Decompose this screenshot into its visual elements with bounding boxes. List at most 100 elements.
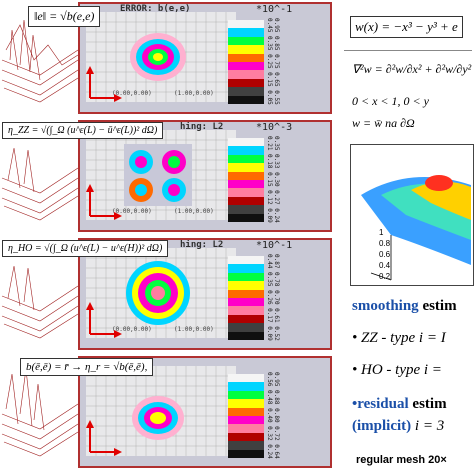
formula-2: η_ZZ = √(∫_Ω (u^ε(L) − ū^ε(L))² dΩ) [2, 122, 164, 139]
legend-swatch [228, 36, 264, 46]
legend-swatch [228, 331, 264, 340]
contour-plot-4 [86, 366, 236, 456]
legend-swatch [228, 196, 264, 206]
contour-plot-1 [86, 12, 236, 102]
equation-w: w(x) = −x³ − y³ + e [350, 16, 463, 38]
axes-arrows-1 [86, 66, 122, 102]
legend-ticks-4: 0.95 0.88 0.80 0.72 0.64 0.56 0.48 0.40 … [266, 372, 280, 459]
legend-swatch [228, 382, 264, 391]
separator-1 [344, 50, 472, 51]
legend-swatch [228, 87, 264, 96]
color-legend-3 [228, 256, 264, 340]
axes-arrows-2 [86, 184, 122, 220]
legend-swatch [228, 20, 264, 29]
legend-swatch [228, 28, 264, 37]
color-legend-2 [228, 138, 264, 222]
estimator-row-1: ERROR: b(e,e) *10^-1 (0.00,0.00) (1.00,0… [0, 0, 335, 116]
formula-3: η_HO = √(∫_Ω (u^ε(L) − u^ε(H))² dΩ) [2, 240, 169, 257]
axes-arrows-3 [86, 302, 122, 338]
legend-swatch [228, 314, 264, 324]
plot-header-3: hing: L2 [180, 240, 224, 250]
implicit-line: (implicit) i = 3 [352, 418, 444, 435]
legend-swatch [228, 281, 264, 290]
legend-swatch [228, 213, 264, 222]
contour-plot-2 [86, 130, 236, 220]
legend-swatch [228, 171, 264, 180]
scale-label-3: *10^-1 [256, 240, 293, 251]
contour-plot-3 [86, 248, 236, 338]
plot-header-2: hing: L2 [180, 122, 224, 132]
legend-swatch [228, 416, 264, 425]
residual-title: •residual [352, 396, 409, 412]
axes-arrows-4 [86, 420, 122, 456]
legend-swatch [228, 146, 264, 155]
surface-axis-ticks: 1 0.8 0.6 0.4 0.2 [379, 227, 390, 282]
residual-rest: estim [408, 396, 447, 412]
smoothing-rest: estim [418, 298, 457, 314]
error-surface-mesh-2 [1, 147, 79, 221]
footer-text: regular mesh 20× [356, 454, 447, 466]
implicit-rest: i = 3 [411, 418, 445, 434]
legend-swatch [228, 323, 264, 332]
contour-panel-3: hing: L2 *10^-1 (0.00,0.00) (1.00,0.00) … [78, 238, 332, 350]
legend-swatch [228, 163, 264, 172]
legend-swatch [228, 70, 264, 79]
equation-laplace: ∇²w = ∂²w/∂x² + ∂²w/∂y² [352, 62, 472, 76]
surface-tick: 0.2 [379, 272, 391, 281]
legend-swatch [228, 154, 264, 164]
scale-label-2: *10^-3 [256, 122, 293, 133]
legend-ticks-1: 0.95 0.85 0.75 0.65 0.55 0.45 0.35 0.25 … [266, 18, 280, 105]
zz-type-line: • ZZ - type i = I [352, 330, 446, 346]
surface-tick: 0.6 [379, 250, 391, 259]
ho-type-line: • HO - type i = [352, 362, 442, 378]
legend-ticks-3: 0.87 0.78 0.70 0.61 0.52 0.44 0.35 0.26 … [266, 254, 280, 341]
color-legend-1 [228, 20, 264, 104]
left-figure-panel: ERROR: b(e,e) *10^-1 (0.00,0.00) (1.00,0… [0, 0, 335, 470]
legend-swatch [228, 256, 264, 265]
scale-label-1: *10^-1 [256, 4, 293, 15]
surface-tick: 1 [379, 228, 384, 237]
origin-label-2: (0.00,0.00) [112, 208, 152, 215]
contour-panel-2: hing: L2 *10^-3 (0.00,0.00) (1.00,0.00) … [78, 120, 332, 232]
legend-swatch [228, 95, 264, 104]
legend-swatch [228, 62, 264, 71]
legend-swatch [228, 45, 264, 54]
legend-ticks-2: 0.35 0.33 0.30 0.27 0.24 0.21 0.18 0.15 … [266, 136, 280, 223]
error-surface-mesh-3 [1, 265, 79, 339]
origin-label-3: (0.00,0.00) [112, 326, 152, 333]
legend-swatch [228, 205, 264, 214]
color-legend-4 [228, 374, 264, 458]
equation-domain: 0 < x < 1, 0 < y [352, 94, 429, 108]
plot-header-1: ERROR: b(e,e) [120, 4, 191, 14]
legend-swatch [228, 53, 264, 62]
implicit-label: (implicit) [352, 418, 412, 434]
residual-heading: •residual estim [352, 396, 447, 413]
origin-label-right-2: (1.00,0.00) [174, 208, 214, 215]
origin-label-1: (0.00,0.00) [112, 90, 152, 97]
legend-swatch [228, 306, 264, 315]
estimator-row-3: hing: L2 *10^-1 (0.00,0.00) (1.00,0.00) … [0, 236, 335, 352]
legend-swatch [228, 272, 264, 282]
formula-4: b(ē,ē) = r̄ → η_r = √b(ē,ē), [20, 358, 154, 376]
legend-swatch [228, 374, 264, 383]
legend-swatch [228, 180, 264, 189]
origin-label-right-1: (1.00,0.00) [174, 90, 214, 97]
estimator-row-4: 0.95 0.88 0.80 0.72 0.64 0.56 0.48 0.40 … [0, 354, 335, 470]
legend-swatch [228, 298, 264, 307]
legend-swatch [228, 289, 264, 298]
formula-1: ‖e‖ = √b(e,e) [28, 6, 101, 27]
legend-swatch [228, 424, 264, 433]
contour-panel-4: 0.95 0.88 0.80 0.72 0.64 0.56 0.48 0.40 … [78, 356, 332, 468]
surface-plot: 1 0.8 0.6 0.4 0.2 [350, 144, 474, 286]
surface-tick: 0.4 [379, 261, 391, 270]
equation-boundary: w = w̄ na ∂Ω [352, 116, 415, 130]
estimator-row-2: hing: L2 *10^-3 (0.00,0.00) (1.00,0.00) … [0, 118, 335, 234]
legend-swatch [228, 138, 264, 147]
legend-swatch [228, 390, 264, 400]
smoothing-title: smoothing [352, 298, 419, 314]
legend-swatch [228, 188, 264, 197]
error-surface-mesh-1 [1, 19, 79, 103]
contour-panel-1: ERROR: b(e,e) *10^-1 (0.00,0.00) (1.00,0… [78, 2, 332, 114]
legend-swatch [228, 78, 264, 88]
surface-tick: 0.8 [379, 239, 391, 248]
